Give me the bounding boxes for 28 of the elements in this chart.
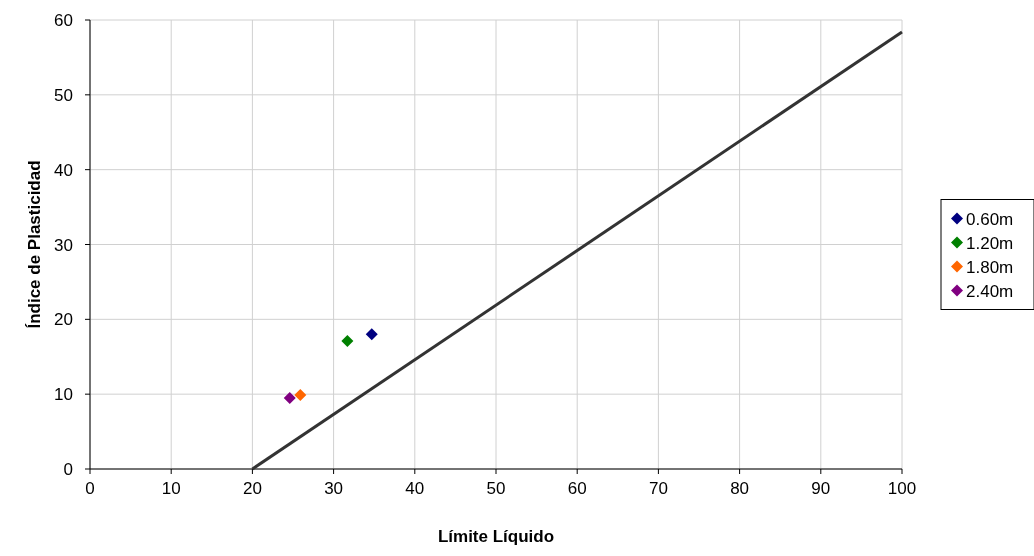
x-tick-label: 70 [648,479,668,498]
y-tick-label: 20 [54,310,73,330]
x-tick-label: 100 [887,479,917,498]
legend-label: 0.60m [966,209,1014,229]
point [283,391,296,404]
y-tick-label: 0 [63,460,73,479]
legend-label: 1.20m [966,233,1014,253]
x-tick-label: 90 [811,479,831,498]
point [341,335,354,348]
x-tick-label: 60 [567,479,587,498]
y-tick-label: 50 [54,85,73,105]
y-tick-label: 40 [54,160,73,180]
legend-label: 2.40m [966,281,1014,301]
point [294,388,307,401]
y-tick-label: 30 [54,235,73,255]
x-tick-label: 80 [730,479,750,498]
x-tick-label: 20 [242,479,262,498]
y-tick-label: 10 [54,385,73,405]
y-axis-title: Índice de Plasticidad [25,160,44,329]
x-axis-title: Límite Líquido [437,527,555,546]
x-tick-label: 30 [324,479,344,498]
x-tick-label: 10 [161,479,181,498]
x-tick-label: 40 [405,479,425,498]
y-tick-label: 60 [54,11,73,30]
x-tick-label: 0 [85,479,95,498]
legend-label: 1.80m [966,257,1014,277]
x-tick-label: 50 [486,479,506,498]
point [365,328,378,341]
